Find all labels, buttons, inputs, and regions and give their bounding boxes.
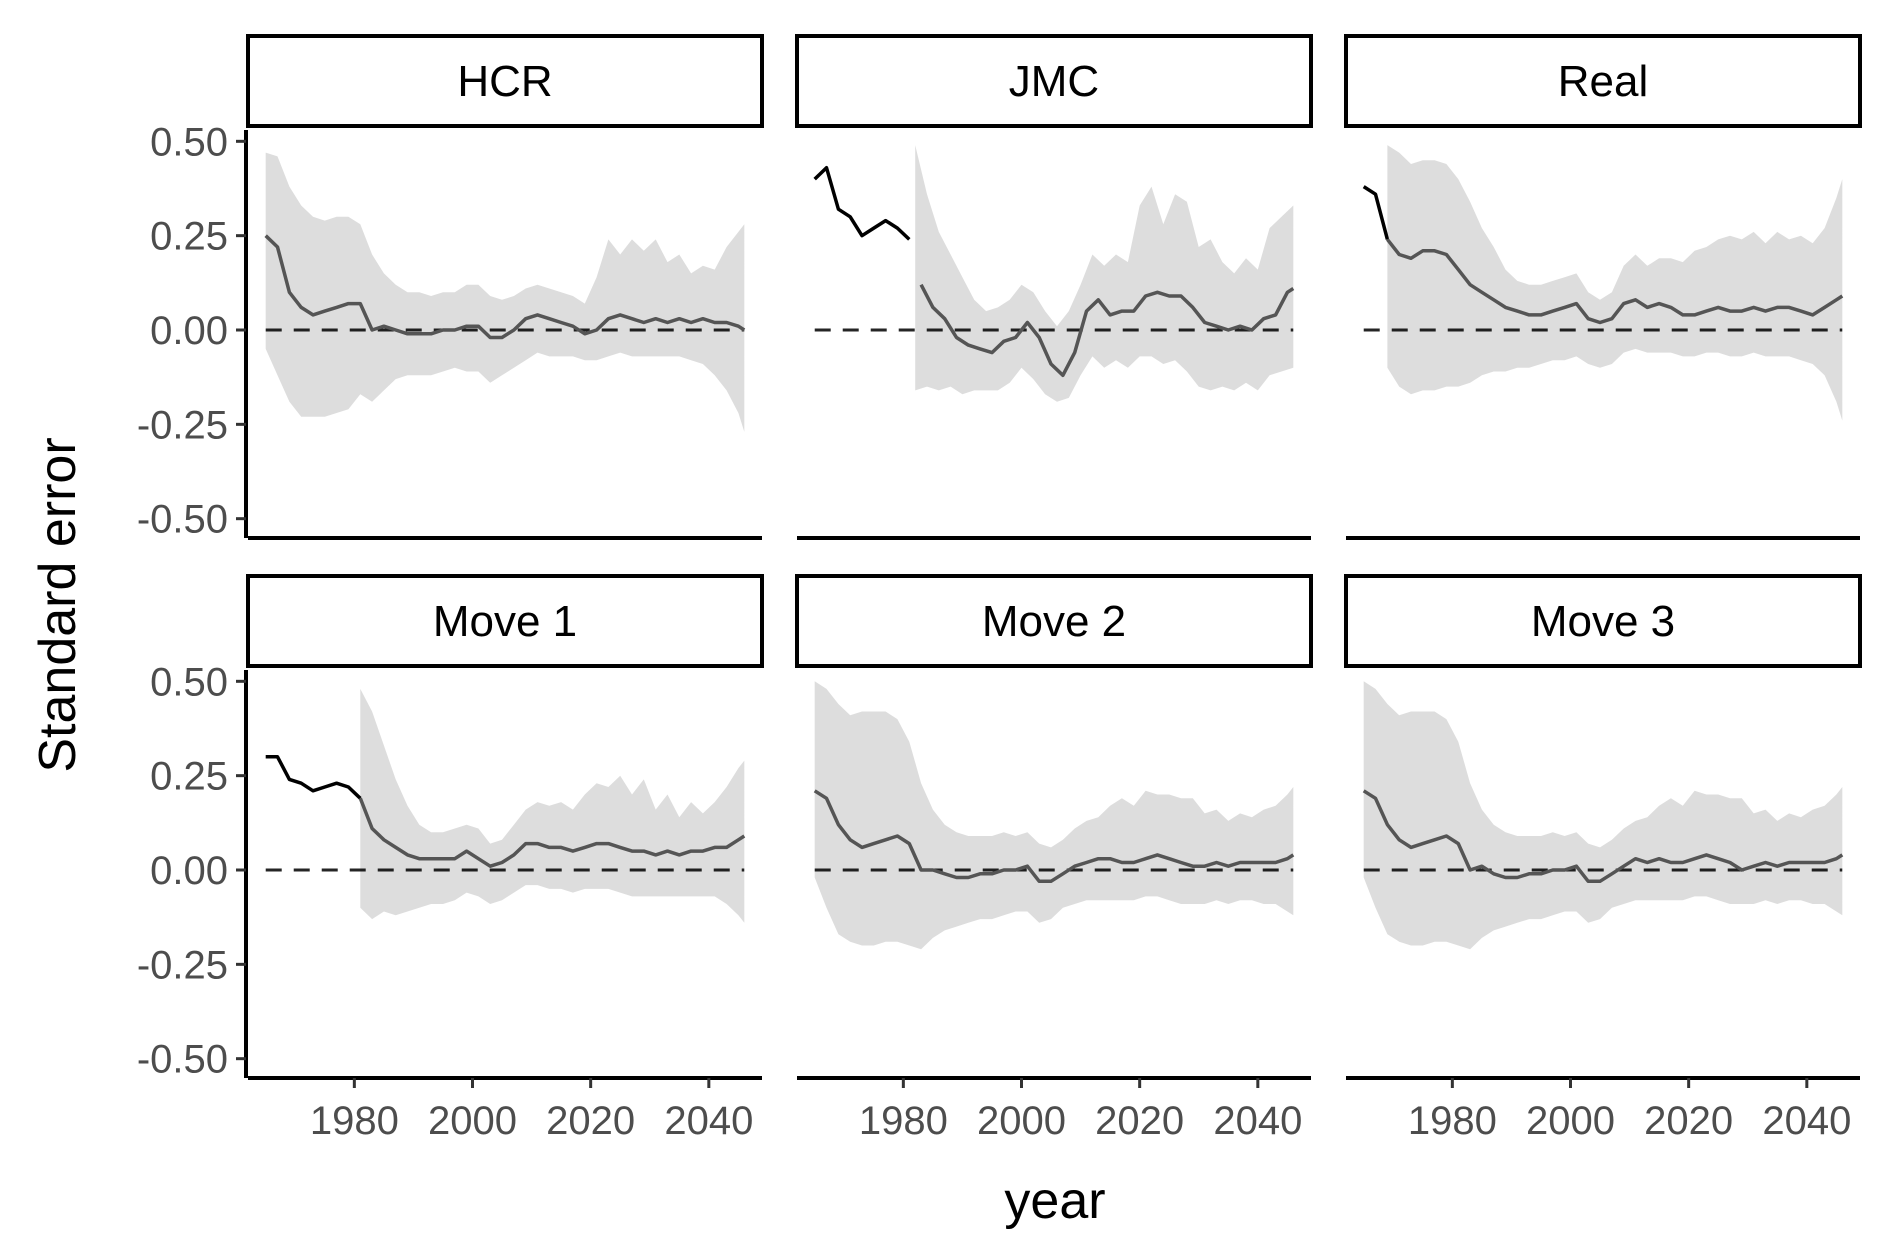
confidence-ribbon [1387,145,1843,421]
facet-strip-label: Real [1558,57,1649,106]
y-tick-label: 0.50 [150,660,228,704]
facet-strip-label: Move 2 [982,597,1126,646]
x-tick-label: 2040 [664,1099,753,1143]
facet-strip-label: HCR [457,57,552,106]
facet-strip [795,34,1313,128]
x-tick-label: 1980 [310,1099,399,1143]
confidence-ribbon [814,681,1294,950]
facet-strip [246,574,764,668]
series-line [358,797,746,868]
facet-strip-label: JMC [1009,57,1099,106]
series-line-pre [1362,185,1390,240]
y-tick-label: -0.50 [137,1038,228,1082]
facet-strip [795,574,1313,668]
series-line [813,789,1295,884]
y-tick-label: -0.25 [137,943,228,987]
facet-panel-move-1: Move 1 0.50 0.25 0.00 -0.25 -0.50 1980 2000 2020… [137,574,764,1143]
series-line [919,283,1295,378]
confidence-ribbon [360,688,745,923]
y-tick-label: 0.00 [150,849,228,893]
confidence-ribbon [265,152,745,432]
facet-strip-label: Move 1 [433,597,577,646]
facet-strip-label: Move 3 [1531,597,1675,646]
facet-strip [246,34,764,128]
y-tick-label: -0.25 [137,403,228,447]
x-tick-label: 1980 [1408,1099,1497,1143]
facet-panel-hcr: HCR 0.50 0.25 0.00 -0.25 -0.50 [137,34,764,542]
series-line-pre [813,165,911,241]
confidence-ribbon [915,145,1294,402]
y-tick-label: 0.00 [150,309,228,353]
y-tick-label: -0.50 [137,498,228,542]
x-tick-label: 2000 [428,1099,517,1143]
facet-panel-jmc: JMC [795,34,1313,540]
series-line [1362,789,1844,884]
facet-strip [1344,34,1862,128]
x-tick-label: 2020 [1644,1099,1733,1143]
x-tick-label: 2000 [977,1099,1066,1143]
y-axis-title: Standard error [29,437,87,772]
facet-panel-real: Real [1344,34,1862,540]
series-line-pre [265,755,362,800]
facet-panel-move-2: Move 2 1980 2000 2020 2040 [795,574,1313,1143]
panels: HCR 0.50 0.25 0.00 -0.25 -0.50 JMC Real Move 1 0.… [137,34,1862,1143]
x-tick-label: 2040 [1762,1099,1851,1143]
x-tick-label: 1980 [859,1099,948,1143]
y-tick-label: 0.50 [150,120,228,164]
x-tick-label: 2040 [1213,1099,1302,1143]
x-tick-label: 2020 [1095,1099,1184,1143]
confidence-ribbon [1363,681,1843,950]
x-axis-title: year [1004,1172,1105,1230]
facet-strip [1344,574,1862,668]
series-line [1386,238,1844,325]
series-line [264,234,746,340]
x-tick-label: 2020 [546,1099,635,1143]
y-tick-label: 0.25 [150,755,228,799]
facet-panel-move-3: Move 3 1980 2000 2020 2040 [1344,574,1862,1143]
y-tick-label: 0.25 [150,215,228,259]
x-tick-label: 2000 [1526,1099,1615,1143]
